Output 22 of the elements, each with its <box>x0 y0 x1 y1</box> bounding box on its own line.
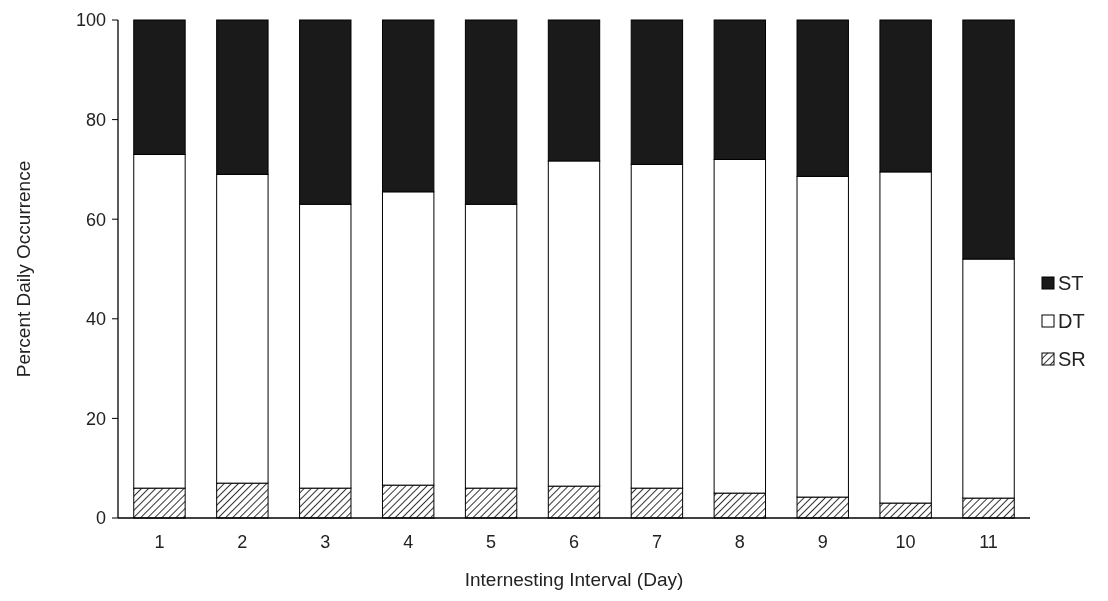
y-axis-title: Percent Daily Occurrence <box>13 160 34 378</box>
y-tick-label: 20 <box>85 408 106 429</box>
x-tick-label: 4 <box>403 532 414 552</box>
x-tick-label: 11 <box>979 532 998 552</box>
x-tick-label: 1 <box>154 532 165 552</box>
y-tick-label: 40 <box>85 309 106 330</box>
y-tick-label: 0 <box>95 508 106 529</box>
legend-label: DT <box>1058 310 1085 332</box>
legend-label: ST <box>1058 272 1084 294</box>
y-tick-label: 60 <box>85 209 106 230</box>
x-tick-label: 5 <box>486 532 497 552</box>
x-tick-label: 2 <box>237 532 248 552</box>
x-tick-label: 6 <box>568 532 580 552</box>
x-tick-label: 9 <box>817 532 828 552</box>
x-tick-label: 3 <box>320 532 331 552</box>
y-tick-label: 100 <box>75 10 106 31</box>
y-tick-label: 80 <box>85 109 106 130</box>
x-axis-title: Internesting Interval (Day) <box>464 569 684 590</box>
legend-label: SR <box>1058 348 1086 370</box>
x-tick-label: 8 <box>734 532 745 552</box>
x-tick-label: 10 <box>895 532 916 552</box>
x-tick-label: 7 <box>651 532 662 552</box>
